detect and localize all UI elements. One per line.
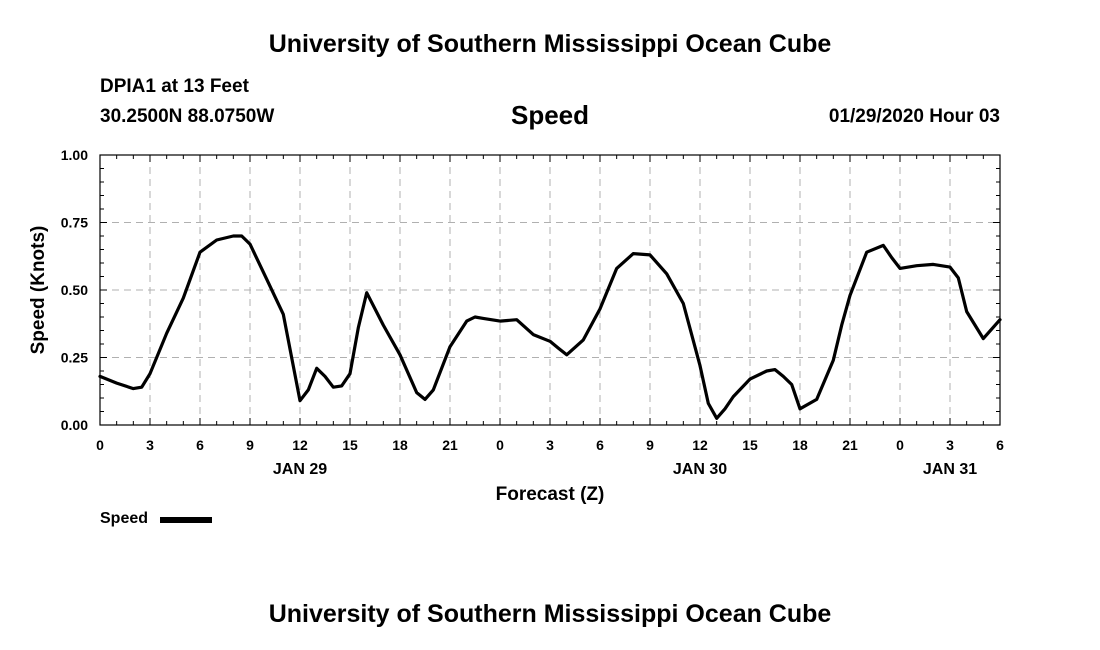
grid-lines bbox=[100, 155, 1000, 425]
x-tick-label: 0 bbox=[896, 437, 904, 453]
x-tick-label: 12 bbox=[292, 437, 308, 453]
chart-title: Speed bbox=[510, 100, 590, 130]
y-tick-label: 1.00 bbox=[61, 147, 88, 163]
legend-label: Speed bbox=[100, 510, 149, 527]
x-tick-label: 21 bbox=[442, 437, 458, 453]
coordinates-label: 30.2500N 88.0750W bbox=[100, 106, 275, 127]
x-axis-label: Forecast (Z) bbox=[496, 484, 605, 505]
x-tick-label: 3 bbox=[146, 437, 154, 453]
tick-labels: 0 3 6 9 12 15 18 21 0 3 6 9 12 15 18 21 0 3 6 0.00 0.25 0.50 0… bbox=[61, 147, 1004, 478]
x-tick-label: 0 bbox=[496, 437, 504, 453]
x-tick-label: 18 bbox=[392, 437, 408, 453]
station-label: DPIA1 at 13 Feet bbox=[100, 76, 249, 97]
x-tick-label: 0 bbox=[96, 437, 104, 453]
footer-title: University of Southern Mississippi Ocean… bbox=[268, 600, 832, 628]
legend-line-swatch bbox=[160, 517, 212, 523]
x-tick-label: 21 bbox=[842, 437, 858, 453]
date-label: JAN 30 bbox=[673, 461, 727, 478]
y-tick-label: 0.00 bbox=[61, 417, 88, 433]
y-tick-label: 0.75 bbox=[61, 215, 88, 231]
x-tick-label: 9 bbox=[646, 437, 654, 453]
x-tick-label: 15 bbox=[342, 437, 358, 453]
x-tick-label: 18 bbox=[792, 437, 808, 453]
y-tick-label: 0.25 bbox=[61, 350, 88, 366]
header-title: University of Southern Mississippi Ocean… bbox=[268, 30, 832, 58]
x-tick-label: 3 bbox=[546, 437, 554, 453]
x-tick-label: 3 bbox=[946, 437, 954, 453]
x-tick-label: 6 bbox=[596, 437, 604, 453]
x-tick-label: 6 bbox=[996, 437, 1004, 453]
series-group bbox=[98, 234, 1002, 420]
datetime-label: 01/29/2020 Hour 03 bbox=[828, 106, 1000, 127]
date-label: JAN 29 bbox=[273, 461, 327, 478]
x-tick-label: 9 bbox=[246, 437, 254, 453]
x-tick-label: 6 bbox=[196, 437, 204, 453]
date-label: JAN 31 bbox=[923, 461, 977, 478]
y-axis-label: Speed (Knots) bbox=[28, 226, 49, 355]
x-tick-label: 12 bbox=[692, 437, 708, 453]
series-line-speed bbox=[98, 234, 1002, 420]
x-tick-label: 15 bbox=[742, 437, 758, 453]
y-tick-label: 0.50 bbox=[61, 282, 88, 298]
tick-marks bbox=[99, 154, 1001, 426]
